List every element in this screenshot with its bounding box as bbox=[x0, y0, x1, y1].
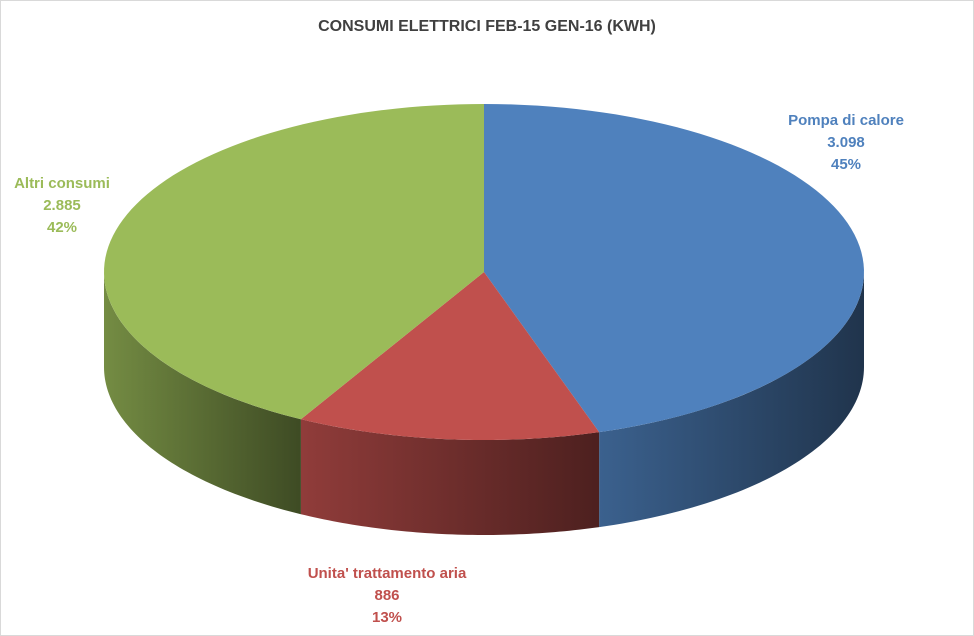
slice bbox=[104, 104, 484, 420]
chart-title: CONSUMI ELETTRICI FEB-15 GEN-16 (KWH) bbox=[318, 18, 656, 35]
slice-side bbox=[599, 272, 864, 528]
percent-label: 45% bbox=[831, 156, 861, 173]
slice-side bbox=[300, 419, 600, 535]
slice bbox=[300, 272, 600, 440]
slice bbox=[484, 104, 864, 433]
slice-side bbox=[104, 272, 301, 515]
value-label: 2.885 bbox=[43, 197, 81, 214]
percent-label: 13% bbox=[372, 609, 402, 626]
value-label: 3.098 bbox=[827, 134, 865, 151]
value-label: 886 bbox=[374, 587, 399, 604]
percent-label: 42% bbox=[47, 219, 77, 236]
slice-label: Altri consumi bbox=[14, 175, 110, 192]
slice-label: Unita' trattamento aria bbox=[308, 565, 467, 582]
slice-label: Pompa di calore bbox=[788, 112, 904, 129]
